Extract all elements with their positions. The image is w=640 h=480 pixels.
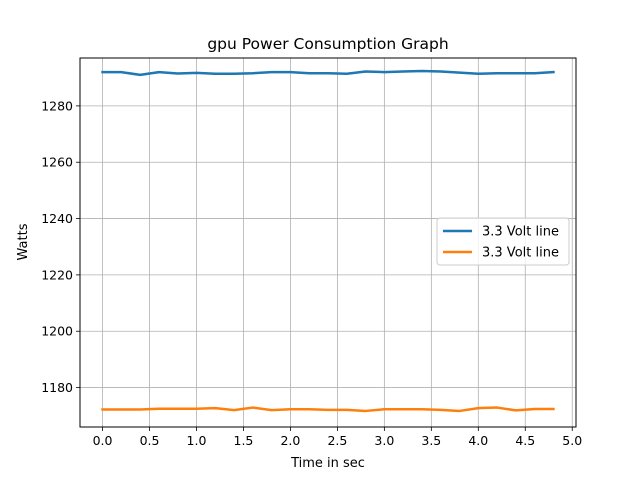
x-axis-label: Time in sec — [290, 456, 365, 471]
y-tick-label: 1200 — [41, 324, 73, 339]
series-line-2 — [101, 406, 555, 413]
x-tick-label: 5.0 — [562, 433, 582, 448]
x-tick-label: 2.0 — [280, 433, 300, 448]
series-lines — [101, 69, 555, 413]
x-tick-label: 1.0 — [187, 433, 207, 448]
legend-label-2: 3.3 Volt line — [482, 246, 559, 261]
x-tick-label: 4.5 — [515, 433, 535, 448]
legend: 3.3 Volt line 3.3 Volt line — [436, 217, 570, 266]
y-tick-label: 1240 — [41, 211, 73, 226]
y-axis-ticks: 1180 1200 1220 1240 1260 1280 — [41, 98, 80, 395]
x-tick-label: 3.5 — [421, 433, 441, 448]
x-tick-label: 2.5 — [327, 433, 347, 448]
plot-frame — [79, 57, 577, 428]
y-tick-label: 1280 — [41, 98, 73, 113]
y-tick-label: 1260 — [41, 155, 73, 170]
x-tick-label: 3.0 — [374, 433, 394, 448]
x-tick-label: 0.5 — [140, 433, 160, 448]
x-tick-label: 1.5 — [234, 433, 254, 448]
series-line-1 — [101, 69, 555, 77]
x-tick-label: 0.0 — [93, 433, 113, 448]
chart-title: gpu Power Consumption Graph — [207, 35, 448, 53]
y-tick-label: 1220 — [41, 267, 73, 282]
legend-label-1: 3.3 Volt line — [482, 225, 559, 240]
y-tick-label: 1180 — [41, 380, 73, 395]
y-axis-label: Watts — [16, 223, 31, 260]
x-tick-label: 4.0 — [468, 433, 488, 448]
x-axis-ticks: 0.0 0.5 1.0 1.5 2.0 2.5 3.0 3.5 4.0 4.5 5.0 — [93, 427, 582, 448]
